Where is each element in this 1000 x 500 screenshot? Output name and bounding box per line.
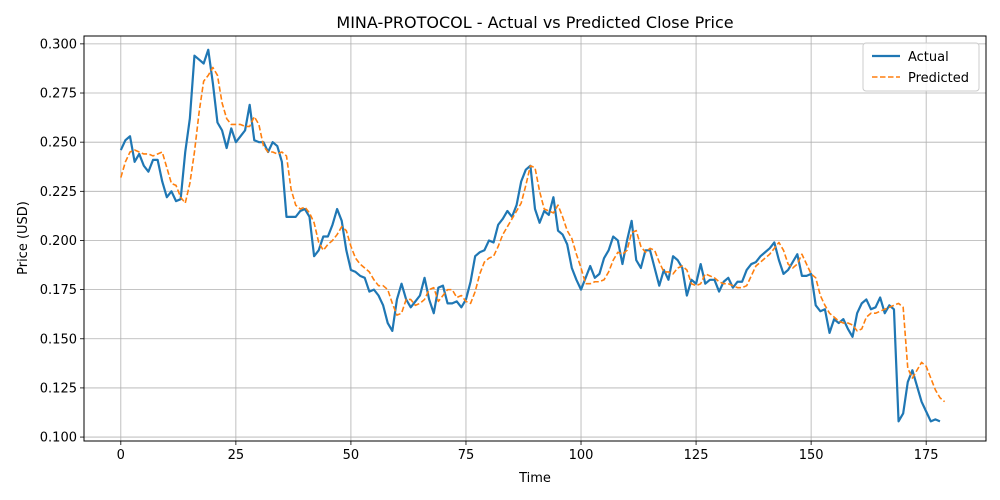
y-tick-label: 0.100 — [40, 431, 77, 446]
legend: Actual Predicted — [862, 42, 980, 92]
x-tick-label: 0 — [117, 448, 125, 463]
plot-frame — [83, 35, 987, 442]
x-tick-label: 100 — [569, 448, 594, 463]
y-tick-label: 0.150 — [40, 332, 77, 347]
y-tick-label: 0.300 — [40, 37, 77, 52]
y-axis-ticks: 0.100 0.125 0.150 0.175 0.200 0.225 0.250 0.275… — [40, 37, 84, 446]
x-axis-ticks: 0 25 50 75 100 125 150 175 — [117, 441, 939, 463]
series-layer — [119, 48, 946, 423]
chart-title: MINA-PROTOCOL - Actual vs Predicted Clos… — [336, 13, 733, 32]
legend-label-predicted: Predicted — [908, 71, 969, 86]
y-tick-label: 0.175 — [40, 283, 77, 298]
y-axis-label: Price (USD) — [16, 201, 31, 275]
x-tick-label: 125 — [684, 448, 709, 463]
y-tick-label: 0.225 — [40, 185, 77, 200]
y-tick-label: 0.200 — [40, 234, 77, 249]
y-tick-label: 0.250 — [40, 136, 77, 151]
x-tick-label: 50 — [343, 448, 360, 463]
grid-lines — [84, 36, 986, 441]
x-tick-label: 25 — [228, 448, 245, 463]
y-tick-label: 0.125 — [40, 381, 77, 396]
y-tick-label: 0.275 — [40, 87, 77, 102]
x-tick-label: 175 — [914, 448, 939, 463]
legend-label-actual: Actual — [908, 50, 949, 65]
x-tick-label: 75 — [458, 448, 475, 463]
x-tick-label: 150 — [799, 448, 824, 463]
x-axis-label: Time — [518, 471, 551, 486]
series-line-predicted — [120, 66, 946, 403]
